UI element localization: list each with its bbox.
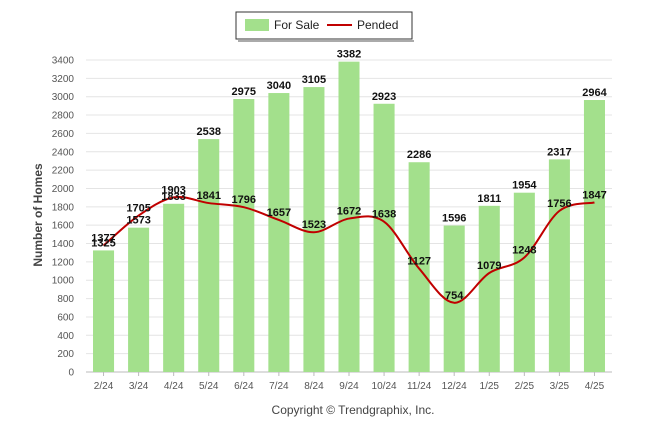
x-tick-label: 11/24 [407, 381, 432, 392]
y-tick-label: 400 [57, 331, 74, 342]
x-tick-label: 10/24 [372, 381, 397, 392]
bar-value-label: 2923 [372, 91, 396, 103]
bar-value-label: 1833 [161, 191, 185, 203]
y-tick-label: 600 [57, 312, 74, 323]
bar-value-label: 1573 [126, 215, 150, 227]
bar-for-sale [548, 159, 570, 372]
y-tick-label: 200 [57, 349, 74, 360]
y-tick-label: 3000 [52, 92, 75, 103]
line-value-label: 1756 [547, 198, 571, 210]
y-tick-label: 1600 [52, 221, 75, 232]
line-value-label: 1079 [477, 260, 501, 272]
line-value-label: 1248 [512, 244, 536, 256]
x-axis-ticks: 2/24 3/24 4/24 5/24 6/24 7/24 8/24 9/24 10/24 11/… [94, 372, 605, 392]
bar-for-sale [268, 93, 290, 373]
bar-value-label: 1596 [442, 213, 466, 225]
bar-for-sale [163, 203, 185, 372]
pended-data-labels: 1377 1705 1903 1841 1796 1657 1523 1672 1638 1127… [91, 184, 606, 301]
y-axis-label: Number of Homes [31, 163, 45, 267]
bar-for-sale [443, 225, 465, 372]
bar-value-label: 2538 [196, 126, 220, 138]
line-value-label: 1841 [196, 190, 220, 202]
bar-value-label: 1954 [512, 180, 537, 192]
bar-value-label: 2975 [232, 86, 256, 98]
bar-value-label: 3040 [267, 80, 291, 92]
bar-for-sale [128, 227, 150, 372]
bar-value-label: 1325 [91, 237, 115, 249]
y-tick-label: 1000 [52, 276, 75, 287]
legend: For Sale Pended [235, 11, 414, 42]
line-value-label: 1705 [126, 203, 150, 215]
line-value-label: 754 [445, 290, 464, 302]
pended-line [102, 195, 595, 304]
x-tick-label: 2/25 [515, 381, 535, 392]
bar-value-label: 3382 [337, 49, 361, 61]
line-value-label: 1903 [161, 184, 185, 196]
x-tick-label: 4/24 [164, 381, 184, 392]
x-tick-label: 6/24 [234, 381, 254, 392]
bar-for-sale [583, 100, 605, 373]
copyright-footer: Copyright © Trendgraphix, Inc. [272, 403, 435, 417]
y-tick-label: 1800 [52, 202, 75, 213]
pended-series-line [102, 195, 595, 304]
bar-value-label: 2286 [407, 149, 431, 161]
bar-for-sale [93, 250, 115, 372]
x-tick-label: 8/24 [304, 381, 324, 392]
bar-for-sale [373, 103, 395, 373]
line-value-label: 1847 [582, 190, 606, 202]
y-tick-label: 2000 [52, 184, 75, 195]
x-tick-label: 1/25 [480, 381, 500, 392]
x-tick-label: 3/25 [550, 381, 570, 392]
line-value-label: 1796 [232, 194, 256, 206]
legend-label-for-sale: For Sale [274, 18, 320, 32]
y-tick-label: 2800 [52, 111, 75, 122]
y-tick-label: 1400 [52, 239, 75, 250]
bar-for-sale [303, 87, 325, 372]
x-tick-label: 4/25 [585, 381, 605, 392]
line-value-label: 1377 [91, 233, 115, 245]
bar-for-sale [198, 139, 220, 372]
line-value-label: 1638 [372, 209, 396, 221]
y-tick-label: 800 [57, 294, 74, 305]
y-tick-label: 0 [68, 368, 74, 379]
bar-for-sale [338, 61, 360, 372]
y-tick-label: 2600 [52, 129, 75, 140]
y-tick-label: 3400 [52, 56, 75, 67]
x-tick-label: 7/24 [269, 381, 289, 392]
line-value-label: 1523 [302, 219, 326, 231]
line-value-label: 1672 [337, 206, 361, 218]
legend-label-pended: Pended [357, 18, 398, 32]
bar-value-label: 2317 [547, 146, 571, 158]
x-tick-label: 5/24 [199, 381, 219, 392]
legend-swatch-for-sale [245, 19, 269, 31]
line-value-label: 1127 [407, 256, 431, 268]
y-tick-label: 1200 [52, 257, 75, 268]
y-axis-ticks: 0 200 400 600 800 1000 1200 1400 1600 1800 2000 220… [52, 56, 75, 379]
bar-value-label: 3105 [302, 74, 326, 86]
x-tick-label: 9/24 [339, 381, 359, 392]
line-value-label: 1657 [267, 207, 291, 219]
bar-for-sale [233, 99, 255, 372]
y-tick-label: 2200 [52, 166, 75, 177]
bar-value-label: 2964 [582, 87, 607, 99]
for-sale-data-labels: 1325 1573 1833 2538 2975 3040 3105 3382 2923 2286… [91, 49, 607, 250]
y-tick-label: 2400 [52, 147, 75, 158]
x-tick-label: 3/24 [129, 381, 149, 392]
x-tick-label: 2/24 [94, 381, 114, 392]
x-tick-label: 12/24 [442, 381, 467, 392]
bar-for-sale [513, 192, 535, 372]
bar-for-sale [478, 205, 500, 372]
for-sale-bars [93, 61, 605, 373]
y-tick-label: 3200 [52, 74, 75, 85]
bar-value-label: 1811 [477, 193, 501, 205]
